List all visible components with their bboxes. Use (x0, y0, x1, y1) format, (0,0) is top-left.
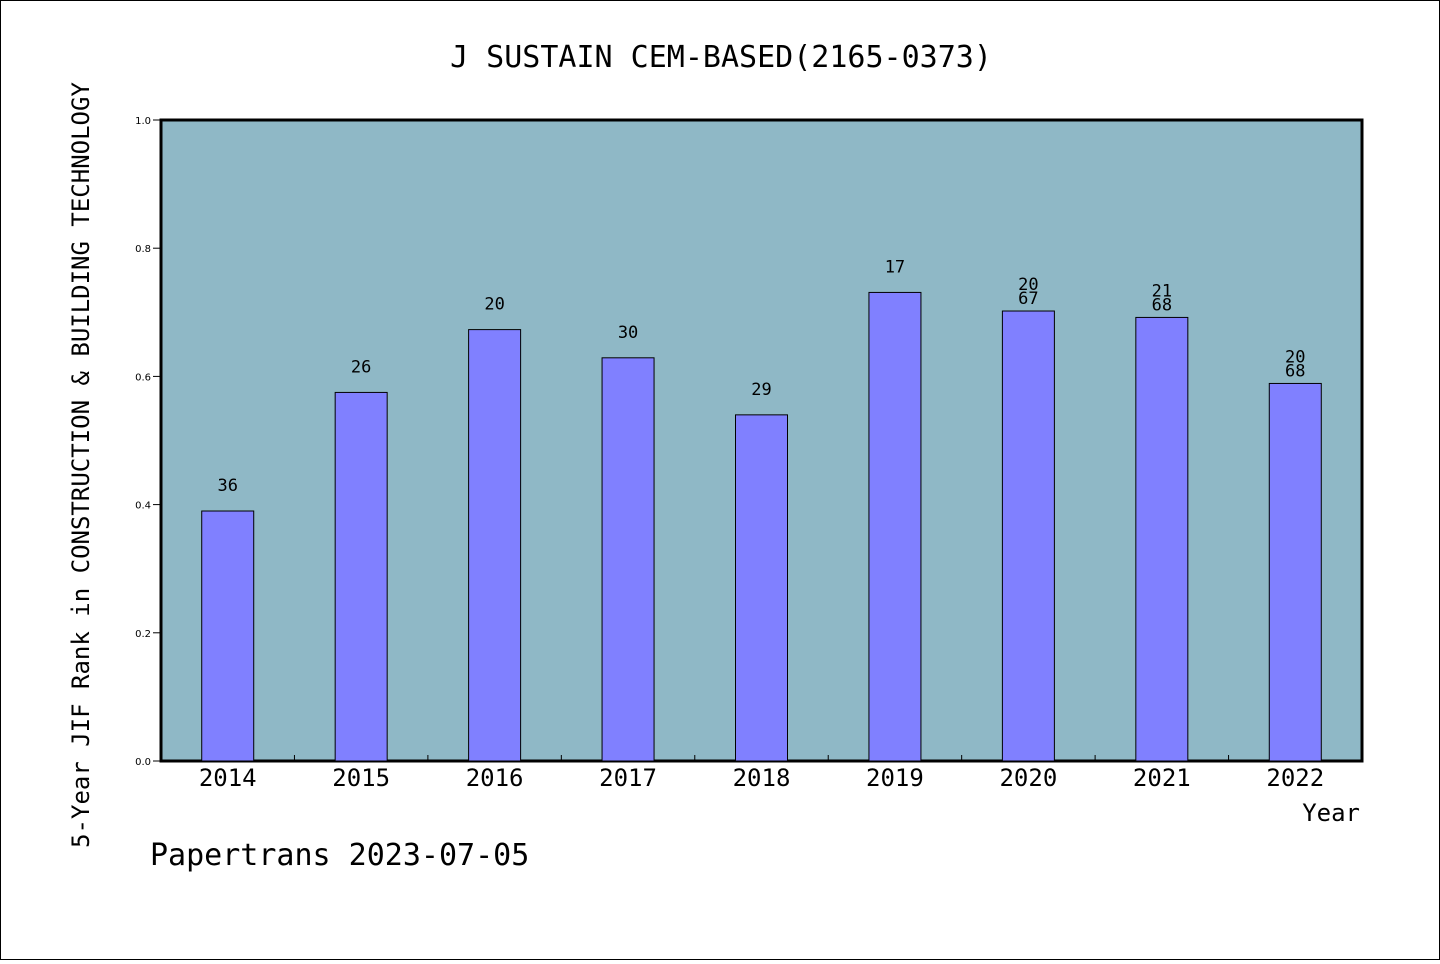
footer-credit: Papertrans 2023-07-05 (150, 838, 529, 873)
bar-label-2019-1: 17 (885, 257, 905, 277)
bar-label-2022-1: 20 (1285, 347, 1305, 367)
chart-title: J SUSTAIN CEM-BASED(2165-0373) (450, 40, 992, 75)
bar-label-2018-1: 29 (751, 380, 771, 400)
bar-2022 (1268, 382, 1322, 762)
bar-label-2017-1: 30 (618, 323, 638, 343)
bar-label-2015-1: 26 (351, 357, 371, 377)
bar-2019 (868, 291, 922, 762)
bar-label-2014-1: 36 (217, 476, 237, 496)
x-tick-label-2015: 2015 (332, 764, 390, 792)
bar-label-2022-2: 68 (1285, 361, 1305, 381)
bar-2014 (201, 510, 255, 762)
bar-2017 (601, 357, 655, 762)
x-tick-label-2019: 2019 (866, 764, 924, 792)
x-tick-label-2016: 2016 (466, 764, 524, 792)
y-ticks-group: 0.0 0.2 0.4 0.6 0.8 1.0 (135, 116, 161, 768)
x-axis-label: Year (1302, 799, 1360, 827)
bar-2016 (468, 329, 522, 762)
bar-label-2016-1: 20 (484, 295, 504, 315)
bar-2015 (334, 391, 388, 762)
y-tick-label-1: 0.2 (135, 629, 151, 640)
x-tick-label-2022: 2022 (1266, 764, 1324, 792)
x-tick-label-2014: 2014 (199, 764, 257, 792)
y-tick-label-3: 0.6 (135, 372, 151, 383)
y-axis-label: 5-Year JIF Rank in CONSTRUCTION & BUILDI… (67, 82, 95, 848)
y-tick-label-2: 0.4 (135, 501, 151, 512)
bar-2018 (735, 414, 788, 762)
bar-label-2021-2: 68 (1152, 295, 1172, 315)
y-tick-label-0: 0.0 (135, 757, 151, 768)
x-tick-label-2018: 2018 (733, 764, 791, 792)
y-tick-label-5: 1.0 (135, 116, 151, 127)
x-tick-label-2020: 2020 (999, 764, 1057, 792)
bar-label-2020-2: 67 (1018, 289, 1038, 309)
bar-label-2021-1: 21 (1152, 281, 1172, 301)
bar-2020 (1001, 310, 1055, 762)
x-ticks-group: 2014 2015 2016 2017 2018 2019 2020 2021 2022 (199, 755, 1324, 792)
x-tick-label-2021: 2021 (1133, 764, 1191, 792)
y-tick-label-4: 0.8 (135, 244, 151, 255)
bar-2021 (1135, 316, 1189, 762)
bar-label-2020-1: 20 (1018, 275, 1038, 295)
x-tick-label-2017: 2017 (599, 764, 657, 792)
